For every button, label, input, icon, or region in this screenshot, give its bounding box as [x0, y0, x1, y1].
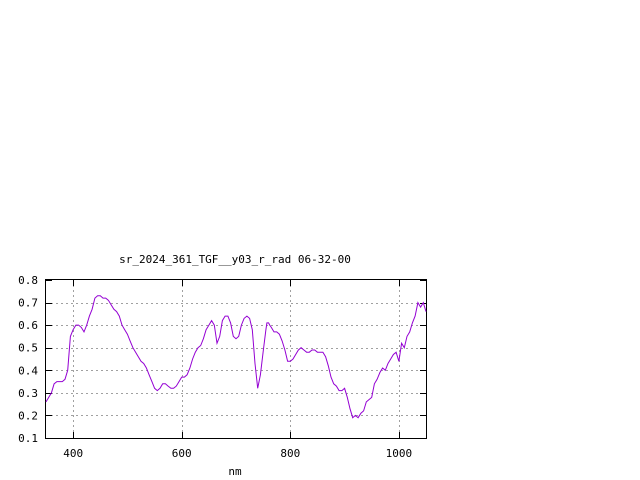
x-tick-label: 1000 — [386, 447, 413, 460]
y-tick-label: 0.4 — [18, 364, 38, 377]
y-tick-label: 0.1 — [18, 432, 38, 445]
y-tick-label: 0.5 — [18, 342, 38, 355]
y-tick-label: 0.2 — [18, 409, 38, 422]
plot-frame — [45, 279, 427, 439]
y-tick-label: 0.6 — [18, 319, 38, 332]
axis-ticks — [46, 280, 426, 439]
y-tick-labels: 0.1 0.2 0.3 0.4 0.5 0.6 0.7 0.8 — [18, 274, 38, 445]
y-tick-label: 0.3 — [18, 387, 38, 400]
grid-lines — [46, 280, 426, 438]
x-tick-label: 800 — [280, 447, 300, 460]
x-tick-label: 600 — [172, 447, 192, 460]
x-axis-label: nm — [228, 465, 242, 478]
x-tick-labels: 400 600 800 1000 — [63, 447, 412, 460]
y-tick-label: 0.7 — [18, 297, 38, 310]
x-tick-label: 400 — [63, 447, 83, 460]
y-tick-label: 0.8 — [18, 274, 38, 287]
series-line — [45, 295, 427, 419]
chart-title: sr_2024_361_TGF__y03_r_rad 06-32-00 — [119, 253, 351, 266]
